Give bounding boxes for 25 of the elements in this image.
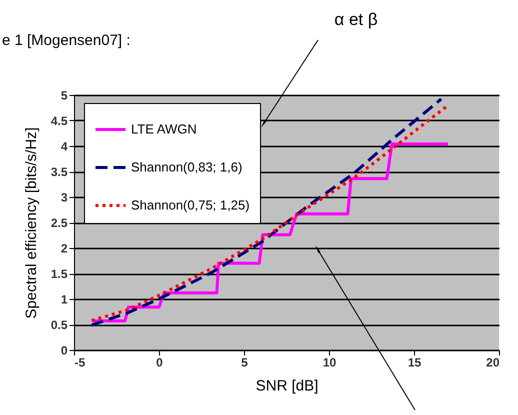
x-tick-label: 5 (241, 356, 248, 370)
x-tick-label: 15 (408, 356, 422, 370)
y-tick-label: 1.5 (50, 267, 68, 281)
y-tick-label: 2 (60, 242, 68, 256)
y-tick-label: 0.5 (50, 318, 68, 332)
legend-label: Shannon(0,75; 1,25) (131, 198, 250, 212)
y-tick-label: 4.5 (50, 114, 68, 128)
text: e 1 [Mogensen07] : (2, 32, 130, 49)
line-series (91, 142, 450, 322)
y-tick-label: 1 (60, 292, 68, 306)
y-tick-label: 4 (60, 140, 68, 154)
y-tick-label: 3.5 (50, 165, 68, 179)
y-tick-label: 2.5 (50, 216, 68, 230)
y-axis-title: Spectral efficiency [bits/s/Hz] (22, 127, 40, 319)
x-tick-label: 10 (322, 356, 336, 370)
x-axis-title: SNR [dB] (256, 378, 318, 394)
legend-label: LTE AWGN (131, 122, 197, 136)
y-tick-label: 3 (60, 190, 68, 204)
x-tick-label: 20 (486, 356, 500, 370)
y-tick-label: 5 (60, 88, 68, 102)
text: α et β (334, 10, 378, 29)
y-tick-label: 0 (60, 344, 68, 358)
x-tick-label: 0 (156, 356, 164, 370)
x-tick-label: -5 (74, 356, 86, 370)
legend-label: Shannon(0,83; 1,6) (131, 160, 242, 174)
